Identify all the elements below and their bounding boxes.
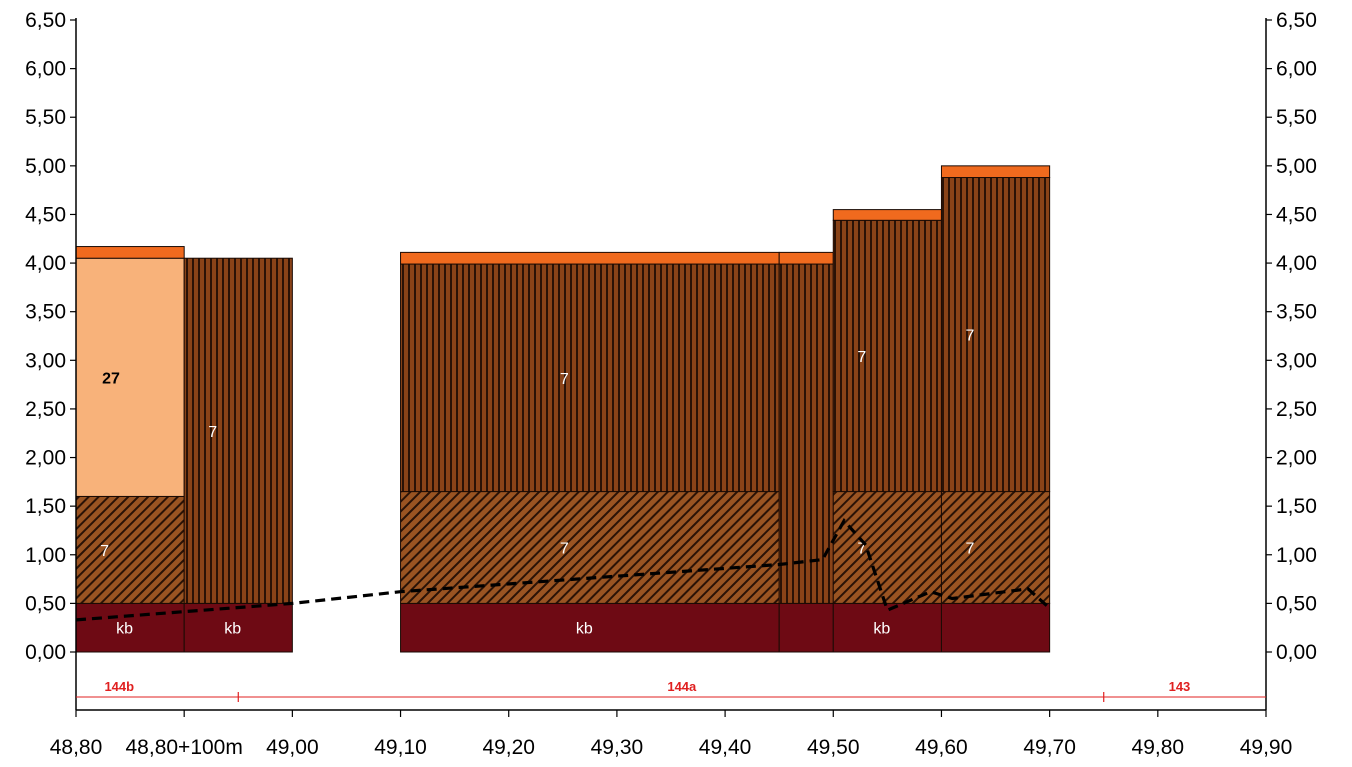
x-tick-label: 49,90 [1240, 736, 1293, 759]
layer-light [75, 257, 185, 497]
layer-kb [940, 602, 1051, 653]
layer-kb [75, 602, 185, 653]
layer-label: 7 [208, 424, 217, 441]
x-tick-label: 49,50 [807, 736, 860, 759]
y-tick-label-left: 0,00 [25, 641, 66, 664]
layer-diagonal [75, 495, 185, 604]
layer-vertical [183, 257, 293, 604]
x-tick-label: 49,60 [915, 736, 968, 759]
y-tick-label-right: 4,00 [1276, 252, 1317, 275]
x-tick-label: 49,10 [374, 736, 427, 759]
dashed-level-line [75, 517, 1051, 622]
layer-label: 7 [857, 540, 866, 557]
layer-label: 7 [966, 540, 975, 557]
layer-label: 27 [102, 370, 120, 387]
x-tick-label: 49,20 [482, 736, 535, 759]
layer-label: 7 [966, 328, 975, 345]
y-tick-label-left: 1,50 [25, 495, 66, 518]
y-tick-label-right: 0,50 [1276, 592, 1317, 615]
layer-vertical [400, 263, 780, 493]
axes: 0,00 0,00 0,50 0,50 1,00 1,00 1,50 1,50 2,00 2,00… [25, 9, 1317, 759]
layer-label: 7 [100, 543, 109, 560]
layer-vertical [778, 263, 834, 604]
layer-top [832, 209, 942, 221]
y-tick-label-left: 6,00 [25, 58, 66, 81]
layer-label: kb [873, 621, 890, 638]
layer-top [778, 251, 834, 265]
layer-kb [778, 602, 834, 653]
layer-label: kb [576, 621, 593, 638]
layer-top [75, 246, 185, 259]
y-tick-label-right: 1,00 [1276, 544, 1317, 567]
plot-layers: kb 7 27 kb 7 kb 7 7 kb 7 7 7 7 [75, 165, 1051, 653]
layer-vertical [832, 219, 942, 493]
y-tick-label-right: 6,50 [1276, 9, 1317, 32]
layer-label: 7 [560, 540, 569, 557]
x-tick-label: 48,80+100m [126, 736, 243, 759]
y-tick-label-left: 1,00 [25, 544, 66, 567]
y-tick-label-right: 2,50 [1276, 398, 1317, 421]
layer-label: kb [224, 621, 241, 638]
x-tick-label: 49,30 [591, 736, 644, 759]
layer-label: kb [116, 621, 133, 638]
y-tick-label-right: 6,00 [1276, 58, 1317, 81]
y-tick-label-right: 5,50 [1276, 106, 1317, 129]
layer-diagonal [940, 491, 1051, 604]
y-tick-label-left: 4,00 [25, 252, 66, 275]
y-tick-label-right: 0,00 [1276, 641, 1317, 664]
y-tick-label-right: 5,00 [1276, 155, 1317, 178]
y-tick-label-left: 4,50 [25, 203, 66, 226]
y-tick-label-right: 4,50 [1276, 203, 1317, 226]
y-tick-label-left: 0,50 [25, 592, 66, 615]
x-tick-label: 49,80 [1132, 736, 1185, 759]
y-tick-label-left: 3,00 [25, 349, 66, 372]
y-tick-label-left: 6,50 [25, 9, 66, 32]
layer-kb [832, 602, 942, 653]
y-tick-label-left: 5,50 [25, 106, 66, 129]
y-tick-label-right: 3,00 [1276, 349, 1317, 372]
section-label: 144a [667, 679, 697, 694]
layer-label: 7 [560, 371, 569, 388]
layer-kb [183, 602, 293, 653]
x-tick-label: 49,70 [1023, 736, 1076, 759]
y-tick-label-left: 2,50 [25, 398, 66, 421]
layer-label: 7 [857, 349, 866, 366]
y-tick-label-left: 2,00 [25, 447, 66, 470]
x-tick-label: 49,40 [699, 736, 752, 759]
y-tick-label-left: 5,00 [25, 155, 66, 178]
y-tick-label-right: 2,00 [1276, 447, 1317, 470]
x-tick-label: 48,80 [50, 736, 103, 759]
y-tick-label-right: 1,50 [1276, 495, 1317, 518]
section-label: 143 [1169, 679, 1191, 694]
layer-diagonal [832, 491, 942, 604]
x-tick-label: 49,00 [266, 736, 319, 759]
section-label: 144b [104, 679, 134, 694]
layer-top [400, 251, 780, 265]
layer-diagonal [400, 491, 780, 604]
layer-vertical [940, 177, 1051, 493]
y-tick-label-right: 3,50 [1276, 301, 1317, 324]
y-tick-label-left: 3,50 [25, 301, 66, 324]
layer-top [940, 165, 1051, 179]
